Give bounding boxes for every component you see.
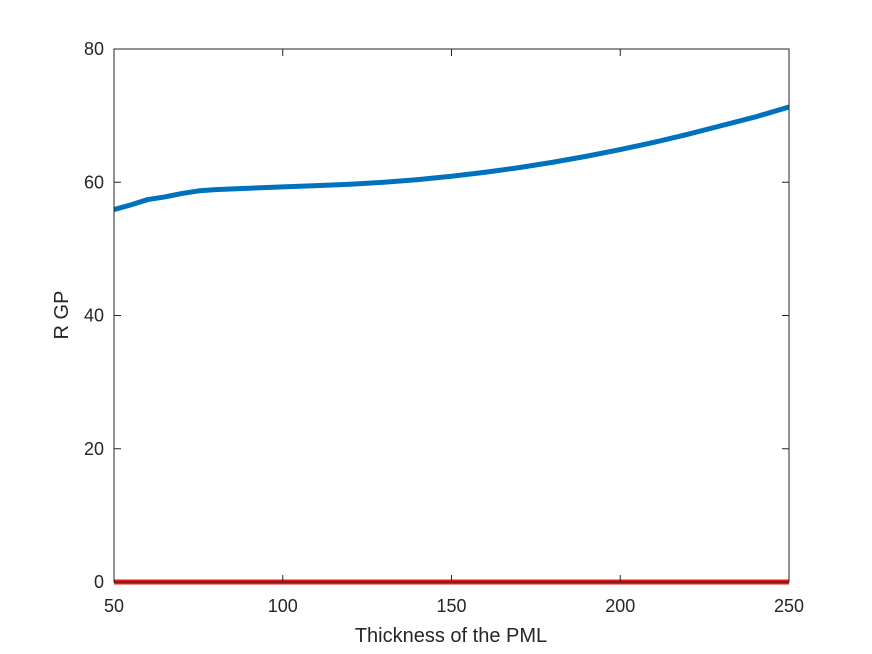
x-tick-label: 50: [104, 596, 124, 616]
y-tick-label: 60: [84, 172, 104, 192]
x-tick-label: 250: [774, 596, 804, 616]
y-axis-label: R GP: [51, 291, 73, 340]
y-tick-label: 80: [84, 39, 104, 59]
y-tick-label: 0: [94, 572, 104, 592]
tick-marks: [113, 48, 790, 583]
x-tick-label: 200: [605, 596, 635, 616]
plot-area: [113, 104, 790, 585]
y-tick-label: 40: [84, 306, 104, 326]
axes: [113, 48, 790, 583]
axes-box: [113, 48, 790, 583]
x-axis-label: Thickness of the PML: [355, 625, 547, 647]
tick-labels: 50 100 150 200 250 0 20 40 60 80: [84, 39, 804, 616]
x-tick-label: 100: [268, 596, 298, 616]
series-line-1: [113, 104, 790, 212]
x-tick-label: 150: [436, 596, 466, 616]
y-tick-label: 20: [84, 439, 104, 459]
